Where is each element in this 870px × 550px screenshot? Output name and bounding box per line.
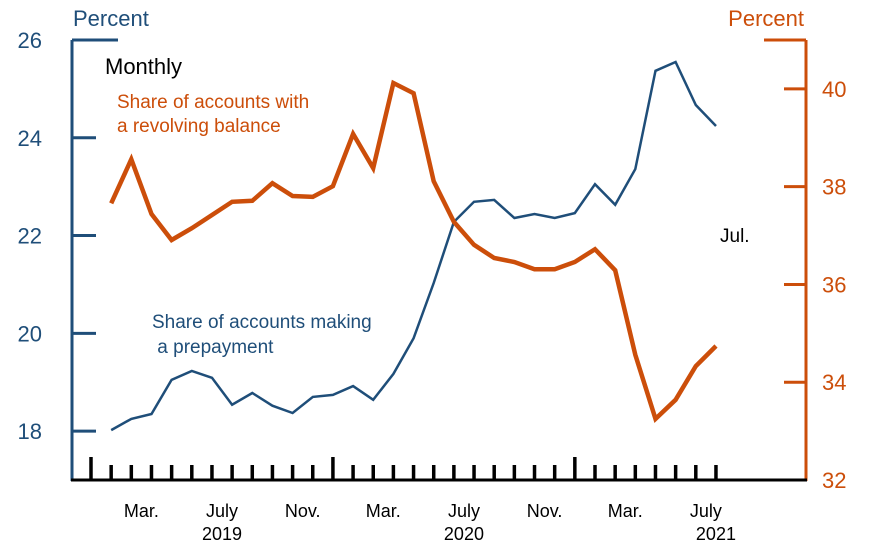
prepayment-series-label-line-1: Share of accounts making [152, 312, 372, 333]
left-axis-tick-label: 24 [18, 126, 42, 151]
x-axis-labels: Mar. July Nov. Mar. July Nov. Mar. July 2019 2020… [124, 501, 736, 544]
x-axis-month-label: Nov. [285, 501, 321, 521]
left-axis-tick-label: 20 [18, 321, 42, 346]
x-axis-ticks [89, 457, 718, 480]
x-axis-month-label: Mar. [608, 501, 643, 521]
frequency-note: Monthly [105, 54, 182, 79]
x-axis-year-label: 2021 [696, 524, 736, 544]
last-observation-note: Jul. [720, 226, 750, 247]
prepayment-series-label-line-2: a prepayment [152, 337, 274, 358]
left-axis-unit-label: Percent [73, 6, 149, 31]
x-axis-month-label: Nov. [527, 501, 563, 521]
revolving-series-label-line-1: Share of accounts with [117, 92, 309, 113]
left-axis-tick-label: 18 [18, 419, 42, 444]
x-axis-month-label: July [206, 501, 238, 521]
revolving-series-label-line-2: a revolving balance [117, 116, 281, 137]
right-axis-tick-label: 34 [822, 370, 846, 395]
x-axis-year-label: 2019 [202, 524, 242, 544]
right-axis-tick-label: 32 [822, 468, 846, 493]
right-axis-tick-label: 38 [822, 175, 846, 200]
x-axis-month-label: Mar. [366, 501, 401, 521]
x-axis-year-label: 2020 [444, 524, 484, 544]
left-axis-ticks: 18 20 22 24 26 [18, 28, 96, 444]
x-axis-month-label: Mar. [124, 501, 159, 521]
x-axis-month-label: July [690, 501, 722, 521]
series-layer [109, 60, 718, 432]
x-axis-month-label: July [448, 501, 480, 521]
left-axis-tick-label: 22 [18, 224, 42, 249]
right-axis-tick-label: 36 [822, 272, 846, 297]
right-axis-tick-label: 40 [822, 77, 846, 102]
right-axis-unit-label: Percent [728, 6, 804, 31]
right-axis-ticks: 32 34 36 38 40 [784, 77, 846, 493]
left-axis-tick-label: 26 [18, 28, 42, 53]
